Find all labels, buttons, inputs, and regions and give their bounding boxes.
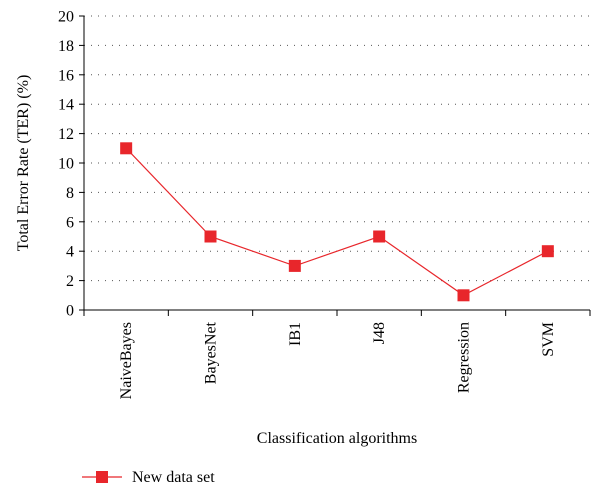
x-axis-label: Classification algorithms: [257, 430, 417, 447]
legend: New data set: [82, 469, 215, 486]
y-tick-label: 16: [58, 67, 74, 84]
y-tick-label: 12: [58, 126, 74, 143]
x-tick-label: J48: [371, 322, 388, 344]
data-point: [288, 259, 301, 272]
series-line: [125, 147, 549, 297]
series-layer: [120, 142, 554, 302]
y-tick-label: 4: [66, 244, 74, 261]
legend-marker: [96, 471, 108, 483]
legend-label: New data set: [132, 469, 215, 486]
y-tick-label: 2: [66, 273, 74, 290]
y-ticks: 0 2 4 6 8 10 12 14 16 18 20: [58, 9, 84, 320]
y-tick-label: 14: [58, 97, 74, 114]
x-tick-label: Regression: [456, 322, 473, 393]
y-tick-label: 10: [58, 156, 74, 173]
x-tick-label: BayesNet: [203, 321, 220, 384]
data-point: [373, 230, 386, 243]
grid-lines: [84, 15, 590, 282]
x-tick-label: SVM: [540, 322, 557, 357]
y-tick-label: 20: [58, 9, 74, 26]
y-tick-label: 8: [66, 185, 74, 202]
data-point: [204, 230, 217, 243]
y-tick-label: 0: [66, 303, 74, 320]
y-tick-label: 18: [58, 38, 74, 55]
x-tick-label: NaiveBayes: [118, 322, 135, 399]
y-tick-label: 6: [66, 214, 74, 231]
x-tick-label: IB1: [287, 322, 304, 346]
data-point: [541, 245, 554, 258]
x-ticks: NaiveBayes BayesNet IB1 J48 Regression SVM: [83, 310, 591, 399]
data-point: [120, 142, 133, 155]
y-axis-label: Total Error Rate (TER) (%): [15, 75, 32, 252]
data-point: [457, 289, 470, 302]
